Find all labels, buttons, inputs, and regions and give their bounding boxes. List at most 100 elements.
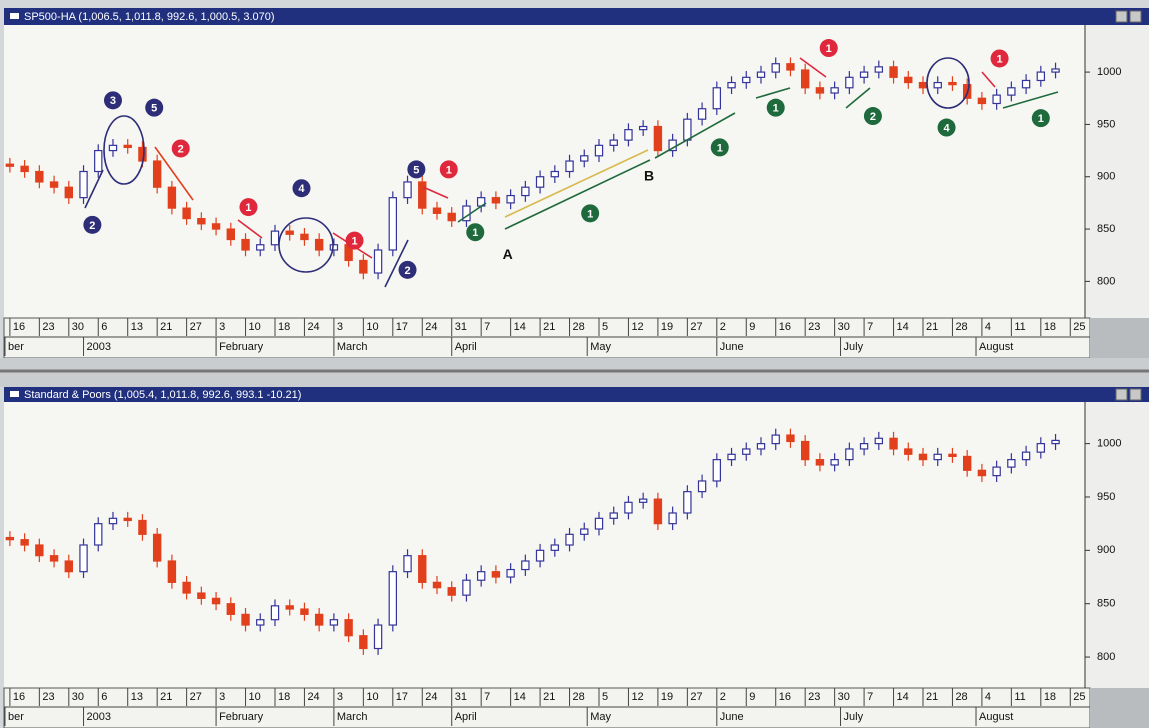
annotation-label: 1 — [472, 227, 478, 239]
y-tick-label: 1000 — [1097, 438, 1121, 450]
candle-body — [771, 63, 780, 73]
title-bar — [4, 387, 1149, 402]
candle-body — [653, 125, 663, 152]
chart-title: Standard & Poors (1,005.4, 1,011.8, 992.… — [24, 389, 301, 401]
trend-line — [154, 146, 194, 201]
candle-body — [889, 437, 898, 450]
annotation-marker — [466, 223, 485, 242]
annotation-marker — [863, 107, 882, 126]
x-tick-label: 30 — [72, 691, 84, 703]
scroll-area[interactable] — [1090, 318, 1149, 358]
candle-body — [241, 613, 250, 626]
annotation-marker — [239, 198, 258, 217]
annotation-label: 4 — [943, 122, 950, 134]
candle-body — [1051, 439, 1060, 445]
candle-body — [64, 186, 74, 199]
x-tick-label: 23 — [808, 321, 820, 333]
candle-body — [977, 469, 987, 477]
x-tick-label: 27 — [190, 691, 202, 703]
candle-body — [830, 87, 839, 94]
month-label: August — [979, 341, 1013, 353]
x-tick-label: 30 — [838, 691, 850, 703]
month-label: June — [720, 341, 744, 353]
candle-body — [859, 443, 869, 450]
candle-body — [535, 549, 545, 562]
candle-body — [1007, 87, 1016, 96]
x-tick-label: 10 — [249, 691, 261, 703]
annotation-label: 1 — [1038, 113, 1044, 125]
month-label: April — [455, 711, 477, 723]
trend-line — [755, 87, 791, 99]
month-label: May — [590, 711, 611, 723]
x-tick-label: 6 — [101, 321, 107, 333]
y-tick-label: 850 — [1097, 223, 1115, 235]
annotation-label: 1 — [773, 103, 779, 115]
x-tick-label: 11 — [1014, 691, 1025, 703]
annotation-marker — [990, 49, 1009, 68]
y-tick-label: 1000 — [1097, 66, 1121, 78]
scroll-area[interactable] — [1090, 688, 1149, 728]
candle-body — [830, 459, 839, 466]
x-tick-label: 31 — [455, 691, 467, 703]
x-tick-label: 19 — [661, 321, 673, 333]
candle-body — [815, 87, 825, 94]
candle-body — [742, 76, 751, 84]
candle-body — [904, 76, 913, 84]
candle-body — [344, 619, 353, 637]
candle-body — [285, 230, 294, 235]
x-tick-label: 14 — [514, 691, 526, 703]
y-tick-label: 850 — [1097, 598, 1115, 610]
annotation-label: A — [503, 246, 513, 262]
y-tick-label: 900 — [1097, 544, 1115, 556]
candle-body — [35, 170, 44, 183]
annotation-label: 1 — [826, 43, 832, 55]
annotation-label: 1 — [997, 53, 1003, 65]
candle-body — [20, 165, 29, 173]
restore-button[interactable] — [1115, 10, 1128, 23]
x-tick-label: 10 — [249, 321, 261, 333]
x-tick-label: 23 — [42, 691, 54, 703]
restore-button[interactable] — [1115, 388, 1128, 401]
annotation-label: 1 — [717, 142, 723, 154]
x-tick-label: 16 — [13, 321, 25, 333]
candle-body — [403, 181, 412, 199]
month-label: May — [590, 341, 611, 353]
circle-annotation — [278, 217, 334, 273]
annotation-marker — [1031, 109, 1050, 128]
annotation-marker — [398, 260, 417, 279]
candle-body — [550, 170, 560, 178]
candle-body — [270, 605, 280, 621]
candle-body — [904, 448, 913, 455]
annotation-label: 4 — [298, 183, 305, 195]
x-tick-label: 6 — [101, 691, 107, 703]
candle-body — [108, 517, 118, 525]
candle-body — [624, 501, 633, 514]
candle-body — [270, 230, 280, 246]
candle-body — [506, 194, 515, 204]
candle-body — [226, 228, 236, 241]
x-tick-label: 13 — [131, 691, 143, 703]
x-tick-label: 28 — [573, 321, 585, 333]
month-label: August — [979, 711, 1013, 723]
candle-body — [653, 498, 663, 525]
close-button[interactable] — [1129, 388, 1142, 401]
annotation-marker — [345, 231, 364, 250]
trend-line — [981, 71, 996, 88]
candle-body — [786, 434, 795, 443]
x-tick-label: 14 — [514, 321, 526, 333]
candle-body — [712, 459, 722, 482]
plot-area — [4, 25, 1085, 318]
x-tick-label: 16 — [779, 321, 791, 333]
candle-body — [314, 613, 324, 626]
candle-body — [182, 581, 191, 594]
candle-body — [35, 544, 44, 557]
x-tick-label: 17 — [396, 321, 408, 333]
candle-body — [359, 259, 368, 274]
x-tick-label: 30 — [838, 321, 850, 333]
candle-body — [476, 571, 486, 581]
x-tick-label: 3 — [337, 691, 343, 703]
x-tick-label: 21 — [926, 691, 938, 703]
month-label: ber — [8, 341, 24, 353]
close-button[interactable] — [1129, 10, 1142, 23]
